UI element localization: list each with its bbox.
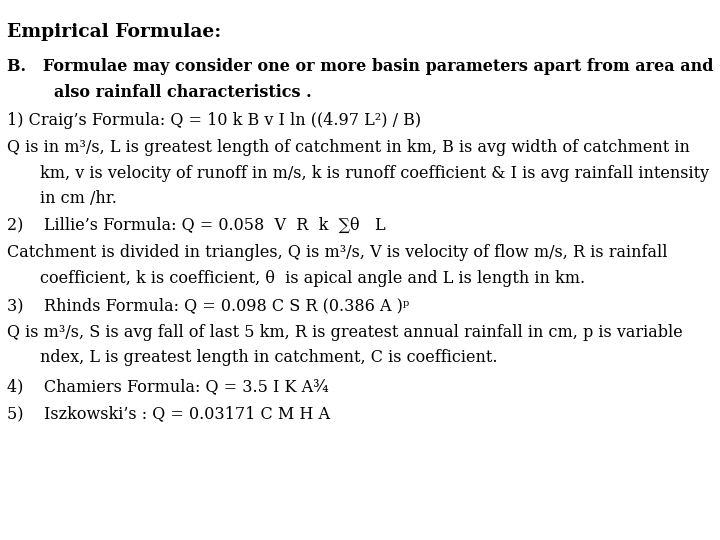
Text: km, v is velocity of runoff in m/s, k is runoff coefficient & I is avg rainfall : km, v is velocity of runoff in m/s, k is…: [40, 165, 708, 181]
Text: coefficient, k is coefficient, θ  is apical angle and L is length in km.: coefficient, k is coefficient, θ is apic…: [40, 270, 585, 287]
Text: Q is in m³/s, L is greatest length of catchment in km, B is avg width of catchme: Q is in m³/s, L is greatest length of ca…: [7, 139, 690, 156]
Text: Q is m³/s, S is avg fall of last 5 km, R is greatest annual rainfall in cm, p is: Q is m³/s, S is avg fall of last 5 km, R…: [7, 324, 683, 341]
Text: 4)    Chamiers Formula: Q = 3.5 I K A¾: 4) Chamiers Formula: Q = 3.5 I K A¾: [7, 378, 329, 395]
Text: ndex, L is greatest length in catchment, C is coefficient.: ndex, L is greatest length in catchment,…: [40, 349, 497, 366]
Text: Empirical Formulae:: Empirical Formulae:: [7, 23, 222, 40]
Text: 2)    Lillie’s Formula: Q = 0.058  V  R  k  ∑θ   L: 2) Lillie’s Formula: Q = 0.058 V R k ∑θ …: [7, 217, 386, 234]
Text: 3)    Rhinds Formula: Q = 0.098 C S R (0.386 A )ᵖ: 3) Rhinds Formula: Q = 0.098 C S R (0.38…: [7, 297, 410, 314]
Text: 5)    Iszkowski’s : Q = 0.03171 C M H A: 5) Iszkowski’s : Q = 0.03171 C M H A: [7, 405, 330, 422]
Text: 1) Craig’s Formula: Q = 10 k B v I ln ((4.97 L²) / B): 1) Craig’s Formula: Q = 10 k B v I ln ((…: [7, 112, 421, 129]
Text: B.   Formulae may consider one or more basin parameters apart from area and: B. Formulae may consider one or more bas…: [7, 58, 714, 75]
Text: in cm /hr.: in cm /hr.: [40, 190, 117, 207]
Text: Catchment is divided in triangles, Q is m³/s, V is velocity of flow m/s, R is ra: Catchment is divided in triangles, Q is …: [7, 244, 667, 261]
Text: also rainfall characteristics .: also rainfall characteristics .: [54, 84, 312, 100]
